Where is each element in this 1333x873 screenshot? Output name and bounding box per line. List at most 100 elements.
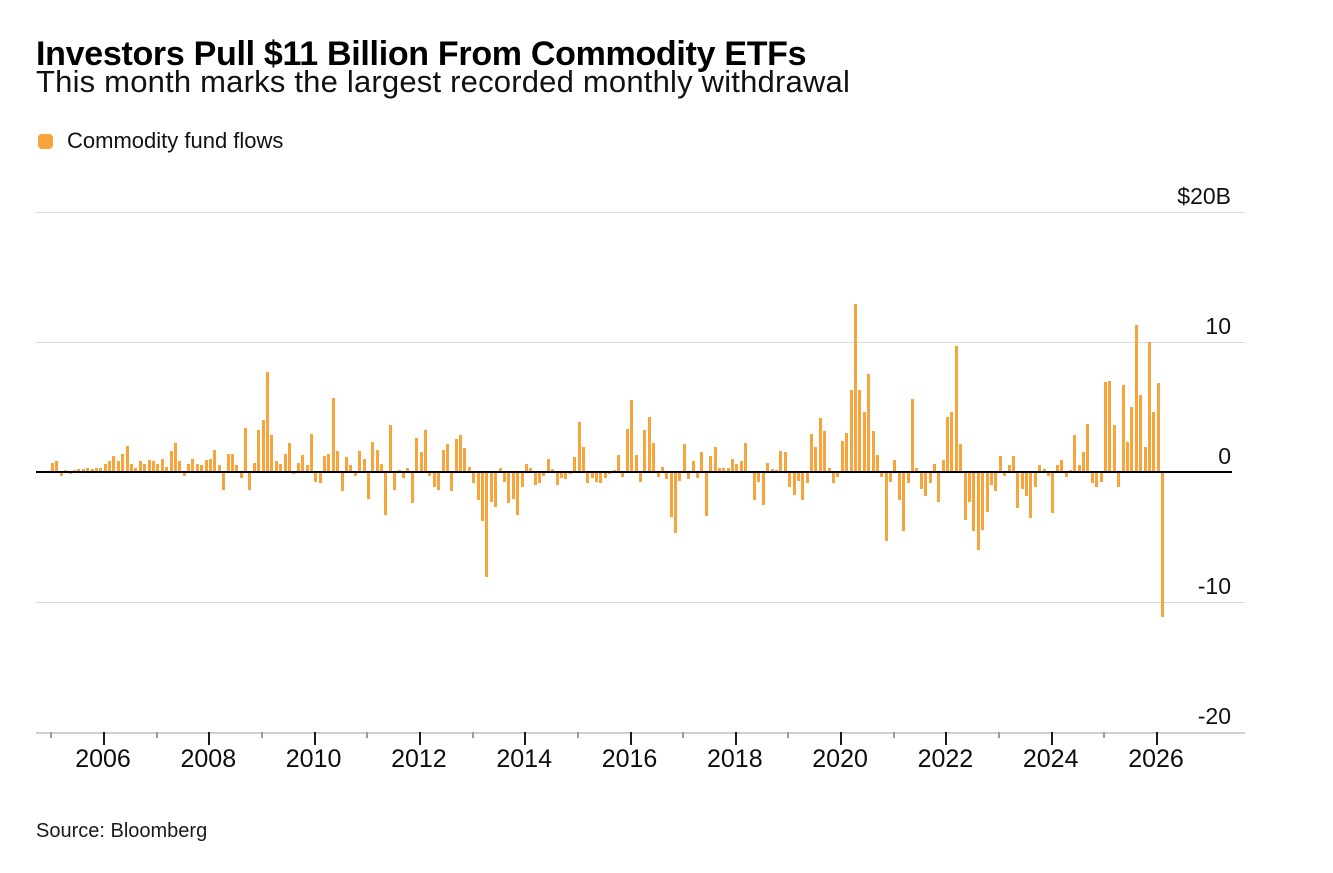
x-axis-label-2026: 2026 [1128,745,1184,773]
flow-bar-2010-12 [362,458,366,472]
flow-bar-2025-05 [1121,384,1125,472]
flow-bar-2008-02 [213,449,217,472]
flow-bar-2012-10 [459,435,463,472]
flow-bar-2009-05 [279,463,283,472]
x-axis-label-2022: 2022 [917,745,974,773]
flow-bar-2025-04 [1117,471,1121,488]
flow-bar-2023-06 [1020,471,1024,489]
flow-bar-2017-08 [713,447,717,472]
y-axis-label--10: -10 [1197,572,1231,599]
flow-bar-2021-04 [906,471,910,484]
flow-bar-2006-10 [143,463,147,472]
flow-bar-2005-08 [81,469,85,472]
flow-bar-2007-05 [173,443,177,472]
flow-bar-2008-05 [226,453,230,472]
flow-bar-2012-07 [445,444,449,472]
flow-bar-2006-02 [108,461,112,472]
x-major-tick-2022 [945,732,948,745]
flow-bar-2019-10 [827,467,831,472]
flow-bar-2009-04 [274,461,278,472]
flow-bar-2017-03 [691,461,695,472]
gridline--20 [36,731,1245,734]
flow-bar-2022-10 [985,471,989,512]
flow-bar-2011-06 [388,424,392,472]
flow-bar-2014-07 [551,469,555,472]
flow-bar-2012-09 [454,439,458,472]
flow-bar-2013-09 [507,471,511,503]
flow-bar-2008-04 [222,471,226,490]
flow-bar-2015-08 [608,471,612,475]
flow-bar-2009-10 [301,454,305,472]
flow-bar-2012-08 [450,471,454,492]
flow-bar-2024-07 [1077,465,1081,472]
flow-bar-2016-12 [678,471,682,481]
flow-bar-2016-01 [630,400,634,472]
flow-bar-2008-07 [235,465,239,472]
plot-area: $20B 10 0 -10 -20 2006 2008 2010 2012 2014 2016 201… [36,183,1245,773]
flow-bar-2020-07 [867,374,871,472]
flow-bar-2008-06 [230,453,234,472]
flow-bar-2014-05 [542,471,546,476]
flow-bar-2024-01 [1051,471,1055,514]
flow-bar-2006-01 [103,463,107,472]
flow-bar-2021-09 [928,471,932,484]
flow-bar-2023-07 [1025,471,1029,497]
x-major-tick-2012 [418,732,421,745]
flow-bar-2023-12 [1047,471,1050,476]
flow-bar-2023-04 [1011,456,1015,472]
flow-bar-2013-12 [520,471,524,488]
flow-bar-2013-04 [485,471,489,577]
flow-bar-2020-08 [871,431,875,472]
flow-bar-2014-06 [546,458,550,472]
flow-bar-2019-12 [836,471,840,477]
x-axis-label-2020: 2020 [812,745,868,773]
flow-bar-2022-07 [972,471,976,532]
x-major-tick-2006 [103,732,105,745]
flow-bar-2023-01 [998,456,1002,472]
flow-bar-2011-02 [371,441,375,472]
flow-bar-2025-07 [1130,406,1134,472]
flow-bar-2011-11 [410,471,414,503]
flow-bar-2011-03 [375,449,379,472]
flow-bar-2019-06 [810,434,814,472]
x-axis-label-2016: 2016 [601,745,658,773]
flow-bar-2023-09 [1033,471,1037,488]
flow-bar-2021-11 [937,471,941,502]
gridline--10 [36,601,1245,603]
flow-bar-2021-01 [893,460,897,472]
flow-bar-2013-07 [498,467,502,472]
flow-bar-2015-04 [590,471,594,479]
flow-bar-2007-07 [182,471,186,476]
flow-bar-2022-08 [976,471,980,550]
flow-bar-2025-11 [1147,341,1151,472]
flow-bar-2010-08 [345,457,348,472]
y-axis-label-10: 10 [1205,312,1231,339]
x-minor-tick-2013 [471,732,474,738]
flow-bar-2015-05 [595,471,599,483]
flow-bar-2006-05 [121,453,125,472]
flow-bar-2010-11 [358,450,362,472]
flow-bar-2012-06 [441,449,445,472]
flow-bar-2010-01 [314,471,318,483]
flow-bar-2009-03 [270,435,274,472]
flow-bar-2006-08 [134,467,138,472]
flow-bar-2015-10 [617,454,621,472]
x-minor-tick-2007 [155,732,158,738]
flow-bar-2013-01 [472,471,476,484]
x-minor-tick-2025 [1103,732,1106,738]
flow-bar-2023-08 [1029,471,1033,519]
flow-bar-2021-02 [897,471,901,501]
flow-bar-2019-04 [801,471,805,501]
flow-bar-2014-08 [555,471,559,485]
flow-bar-2011-05 [384,471,388,515]
x-axis-label-2006: 2006 [75,745,131,773]
flow-bar-2017-10 [722,467,726,472]
flow-bar-2014-09 [559,471,563,479]
flow-bar-2005-07 [77,469,81,472]
flow-bar-2025-02 [1108,380,1112,472]
flow-bar-2012-02 [423,430,427,472]
flow-bar-2017-05 [700,452,704,472]
flow-bar-2023-05 [1016,471,1020,509]
flow-bar-2009-11 [305,465,309,472]
flow-bar-2017-04 [696,471,699,479]
